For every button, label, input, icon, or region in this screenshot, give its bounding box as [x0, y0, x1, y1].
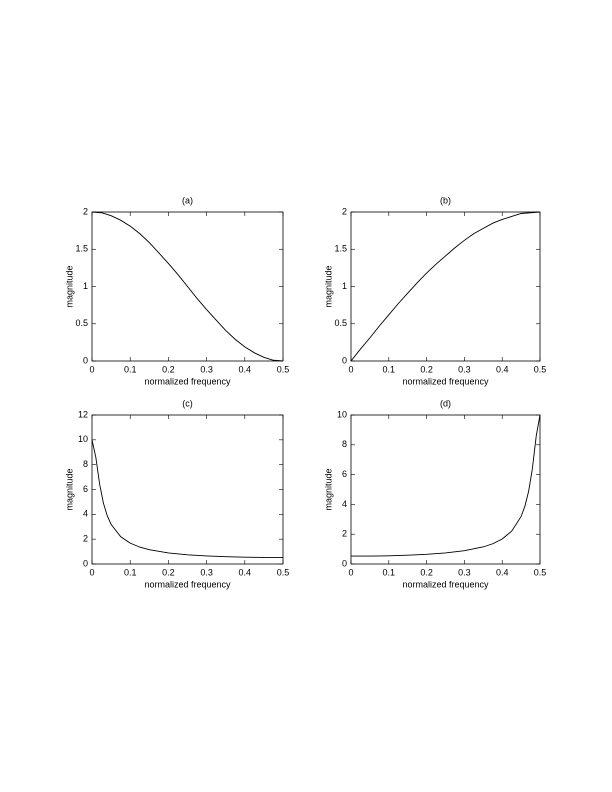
y-tick-label: 0: [83, 558, 88, 568]
y-tick-label: 1.5: [334, 244, 347, 254]
line: [91, 439, 283, 558]
chart-title: (b): [440, 195, 451, 205]
y-axis-label: magnitude: [323, 265, 333, 307]
x-tick-label: 0.4: [239, 364, 252, 374]
y-tick-label: 0.5: [334, 318, 347, 328]
y-tick-label: 1: [83, 281, 88, 291]
x-tick-label: 0.5: [277, 567, 290, 577]
x-tick-label: 0.3: [458, 364, 471, 374]
y-tick-label: 0: [342, 558, 347, 568]
y-tick-label: 10: [78, 434, 88, 444]
y-tick-label: 0.5: [75, 318, 88, 328]
x-tick-label: 0.3: [200, 364, 213, 374]
x-axis-label: normalized frequency: [402, 579, 489, 589]
x-tick-label: 0.1: [383, 567, 396, 577]
x-tick-label: 0: [348, 567, 353, 577]
y-axis-label: magnitude: [64, 265, 74, 307]
chart-title: (d): [440, 398, 451, 408]
x-tick-label: 0.5: [534, 567, 547, 577]
line: [350, 211, 541, 362]
x-tick-label: 0.2: [420, 567, 433, 577]
x-tick-label: 0.1: [124, 364, 137, 374]
y-tick-label: 10: [337, 409, 347, 419]
x-tick-label: 0: [89, 567, 94, 577]
x-tick-label: 0: [89, 364, 94, 374]
line: [351, 414, 541, 557]
x-tick-label: 0.1: [383, 364, 396, 374]
y-tick-label: 2: [83, 534, 88, 544]
y-tick-label: 8: [342, 439, 347, 449]
x-tick-label: 0.3: [458, 567, 471, 577]
y-tick-label: 2: [342, 206, 347, 216]
x-tick-label: 0.3: [200, 567, 213, 577]
chart-title: (c): [182, 398, 193, 408]
y-tick-label: 0: [342, 355, 347, 365]
x-tick-label: 0.2: [162, 567, 175, 577]
y-tick-label: 1: [342, 281, 347, 291]
x-tick-label: 0: [348, 364, 353, 374]
x-tick-label: 0.2: [420, 364, 433, 374]
chart-title: (a): [182, 195, 193, 205]
y-tick-label: 6: [342, 469, 347, 479]
x-tick-label: 0.4: [496, 364, 509, 374]
axes-box: [350, 414, 541, 565]
y-tick-label: 0: [83, 355, 88, 365]
x-tick-label: 0.5: [534, 364, 547, 374]
y-tick-label: 2: [342, 529, 347, 539]
y-tick-label: 6: [83, 484, 88, 494]
y-tick-label: 4: [342, 499, 347, 509]
x-tick-label: 0.1: [124, 567, 137, 577]
line: [91, 211, 284, 362]
y-tick-label: 8: [83, 459, 88, 469]
y-tick-label: 1.5: [75, 244, 88, 254]
y-tick-label: 4: [83, 509, 88, 519]
x-axis-label: normalized frequency: [144, 579, 231, 589]
x-tick-label: 0.4: [239, 567, 252, 577]
x-tick-label: 0.4: [496, 567, 509, 577]
x-axis-label: normalized frequency: [144, 376, 231, 386]
x-tick-label: 0.2: [162, 364, 175, 374]
x-tick-label: 0.5: [277, 364, 290, 374]
x-axis-label: normalized frequency: [402, 376, 489, 386]
y-axis-label: magnitude: [323, 468, 333, 510]
y-axis-label: magnitude: [64, 468, 74, 510]
y-tick-label: 12: [78, 409, 88, 419]
y-tick-label: 2: [83, 206, 88, 216]
